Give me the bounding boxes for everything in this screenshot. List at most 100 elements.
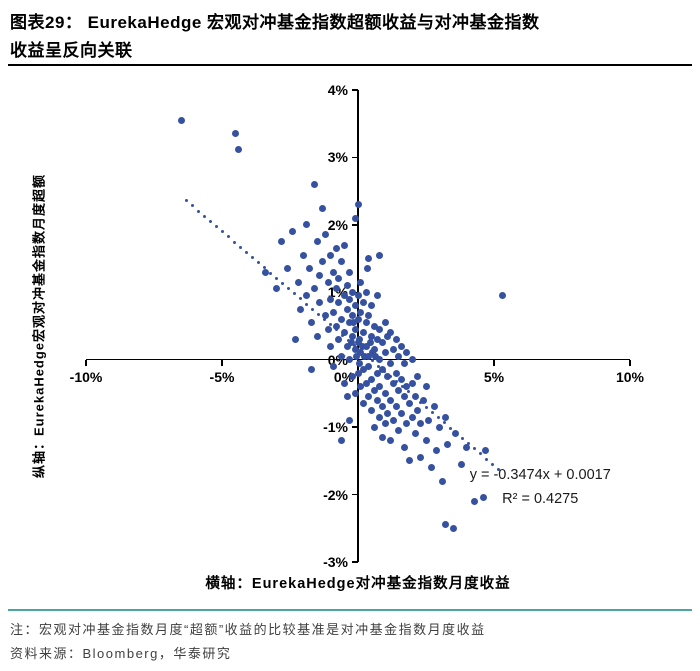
scatter-point: [346, 295, 354, 303]
y-axis-tick: [352, 561, 358, 563]
x-tick-label: 5%: [483, 368, 505, 385]
trendline-dot: [281, 281, 285, 285]
trendline-dot: [185, 199, 189, 203]
figure-source: 资料来源：Bloomberg，华泰研究: [10, 646, 232, 661]
scatter-point: [340, 292, 348, 300]
trendline-dot: [437, 416, 441, 420]
scatter-point: [384, 332, 392, 340]
chart-area: 纵轴：EurekaHedge宏观对冲基金指数月度超额 y = -0.3474x …: [0, 74, 700, 602]
scatter-point: [370, 386, 378, 394]
scatter-point: [232, 130, 240, 138]
scatter-point: [319, 258, 327, 266]
trendline-dot: [323, 318, 327, 322]
plot-area: y = -0.3474x + 0.0017 R² = 0.4275 -10% -5…: [70, 82, 644, 570]
scatter-point: [403, 383, 411, 391]
scatter-point: [359, 329, 367, 337]
scatter-point: [335, 275, 343, 283]
trendline-dot: [455, 431, 459, 435]
scatter-point: [392, 335, 400, 343]
scatter-point: [335, 298, 343, 306]
trendline-dot: [215, 225, 219, 228]
trendline-dot: [191, 204, 195, 208]
scatter-point: [319, 204, 327, 212]
scatter-point: [316, 298, 324, 306]
y-tick-label: -1%: [323, 419, 348, 436]
y-axis-tick: [352, 224, 358, 226]
scatter-point: [378, 403, 386, 411]
trendline-dot: [497, 467, 501, 471]
scatter-point: [372, 352, 380, 360]
scatter-point: [357, 309, 365, 316]
scatter-point: [378, 366, 386, 374]
y-tick-label: -3%: [323, 554, 348, 570]
scatter-point: [365, 393, 373, 401]
scatter-point: [378, 433, 386, 441]
trendline-dot: [491, 462, 495, 466]
scatter-point: [354, 201, 362, 209]
y-axis-caption: 纵轴：EurekaHedge宏观对冲基金指数月度超额: [31, 173, 47, 479]
scatter-point: [362, 288, 370, 296]
scatter-point: [373, 369, 381, 377]
scatter-point: [294, 278, 302, 286]
y-axis-tick: [352, 89, 358, 91]
scatter-point: [278, 238, 286, 246]
y-tick-label: 2%: [327, 216, 348, 233]
x-tick-label: -5%: [209, 368, 235, 385]
figure-note: 注：宏观对冲基金指数月度“超额”收益的比较基准是对冲基金指数月度收益: [10, 622, 486, 637]
scatter-point: [378, 339, 386, 347]
trendline-dot: [305, 302, 309, 306]
x-tick-label: 0%: [333, 368, 355, 385]
scatter-point: [373, 335, 381, 343]
regression-r-squared: R² = 0.4275: [502, 490, 579, 507]
scatter-point: [408, 413, 416, 421]
scatter-point: [361, 352, 369, 360]
scatter-point: [398, 410, 406, 418]
scatter-point: [398, 376, 406, 384]
scatter-point: [313, 332, 321, 340]
scatter-point: [340, 379, 348, 387]
scatter-point: [376, 356, 384, 364]
scatter-point: [338, 437, 346, 445]
scatter-point: [414, 406, 422, 414]
scatter-point: [343, 393, 351, 401]
trendline-dot: [389, 374, 393, 378]
trendline-dot: [263, 266, 267, 270]
scatter-point: [365, 352, 373, 360]
scatter-point: [330, 309, 338, 316]
scatter-point: [389, 416, 397, 424]
regression-equation: y = -0.3474x + 0.0017: [469, 466, 611, 483]
scatter-point: [362, 319, 370, 327]
scatter-point: [463, 443, 471, 451]
scatter-point: [368, 302, 376, 310]
scatter-point: [310, 285, 318, 293]
trendline-dot: [473, 447, 477, 451]
trendline-dot: [401, 385, 405, 389]
trendline-dot: [395, 380, 399, 384]
trendline-dot: [197, 209, 201, 213]
scatter-point: [346, 319, 354, 327]
scatter-point: [340, 241, 348, 249]
scatter-point: [297, 305, 305, 313]
y-tick-label: 3%: [327, 149, 348, 166]
scatter-point: [441, 521, 449, 529]
scatter-point: [368, 332, 376, 340]
scatter-point: [349, 288, 357, 296]
scatter-point: [368, 376, 376, 384]
scatter-point: [357, 278, 365, 286]
scatter-point: [403, 420, 411, 428]
scatter-point: [291, 335, 299, 343]
y-tick-label: 4%: [327, 82, 348, 98]
trendline-dot: [371, 359, 375, 363]
scatter-point: [346, 268, 354, 276]
scatter-point: [327, 251, 335, 259]
scatter-point: [359, 366, 367, 374]
scatter-point: [351, 389, 359, 397]
scatter-point: [395, 427, 403, 434]
trendline-dot: [299, 297, 303, 301]
trendline-dot: [353, 343, 357, 347]
trendline-dot: [227, 235, 231, 239]
trendline-dot: [335, 328, 339, 332]
scatter-point: [408, 356, 416, 364]
scatter-point: [364, 265, 372, 273]
scatter-point: [366, 339, 374, 347]
